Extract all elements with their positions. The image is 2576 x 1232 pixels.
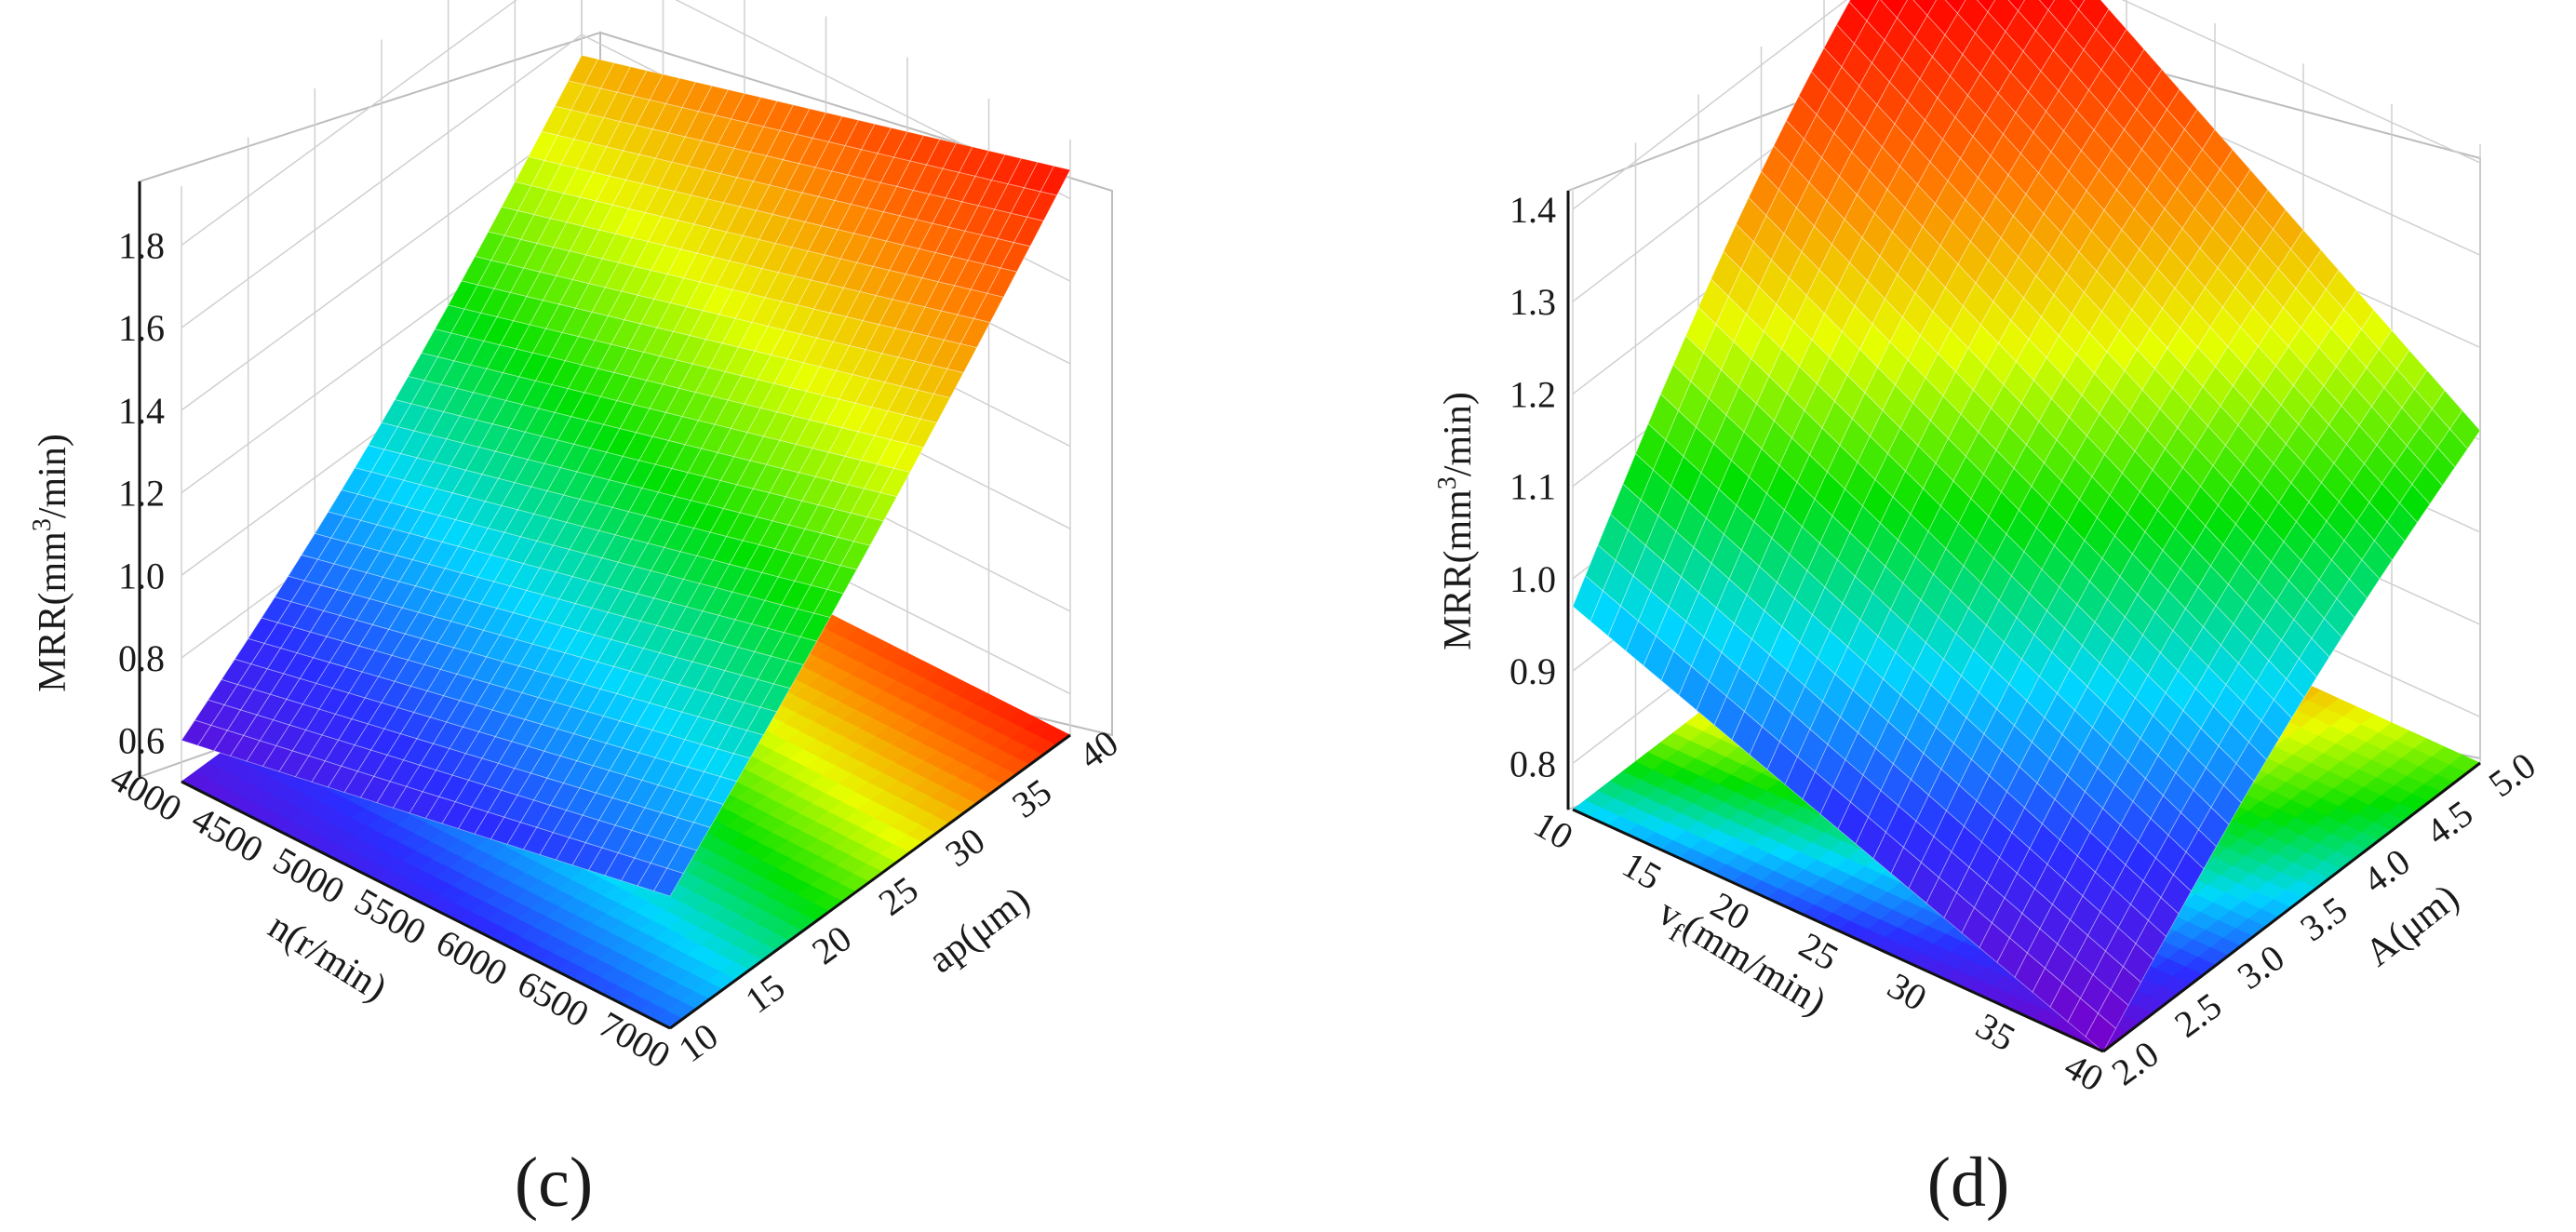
z-tick-label: 1.2 [1509,373,1556,415]
y-axis-label: ap(μm) [920,878,1038,982]
z-tick-label: 1.0 [1509,558,1556,600]
x-tick-label: 35 [1969,1004,2022,1059]
z-tick-label: 1.1 [1509,466,1556,508]
z-tick-label: 0.8 [118,637,165,679]
z-tick-label: 1.0 [118,555,165,596]
z-tick-label: 0.9 [1509,650,1556,692]
z-tick-label: 1.4 [118,390,165,432]
panel-label-d: (d) [1927,1144,2010,1222]
x-tick-label: 15 [1616,843,1669,898]
y-tick-label: 5.0 [2481,743,2543,805]
z-axis-label: MRR(mm3/min) [28,434,74,692]
x-tick-label: 30 [1881,964,1934,1019]
response-surface [181,54,1071,897]
z-tick-label: 0.8 [1509,743,1556,784]
z-axis-label: MRR(mm3/min) [1433,392,1480,650]
z-tick-label: 1.8 [118,225,165,267]
z-tick-label: 1.2 [118,473,165,515]
x-tick-label: 10 [1527,803,1580,858]
x-tick-label: 40 [2058,1045,2111,1100]
panel-label-c: (c) [515,1144,593,1222]
z-tick-label: 1.4 [1509,189,1556,231]
chart-panel-c: 0.60.81.01.21.41.61.84000450050005500600… [28,0,1126,1222]
z-tick-label: 1.3 [1509,281,1556,323]
z-tick-label: 0.6 [118,720,165,762]
y-tick-label: 40 [1071,721,1126,777]
chart-panel-d: 0.80.91.01.11.21.31.4101520253035402.02.… [1433,0,2543,1222]
z-tick-label: 1.6 [118,307,165,349]
